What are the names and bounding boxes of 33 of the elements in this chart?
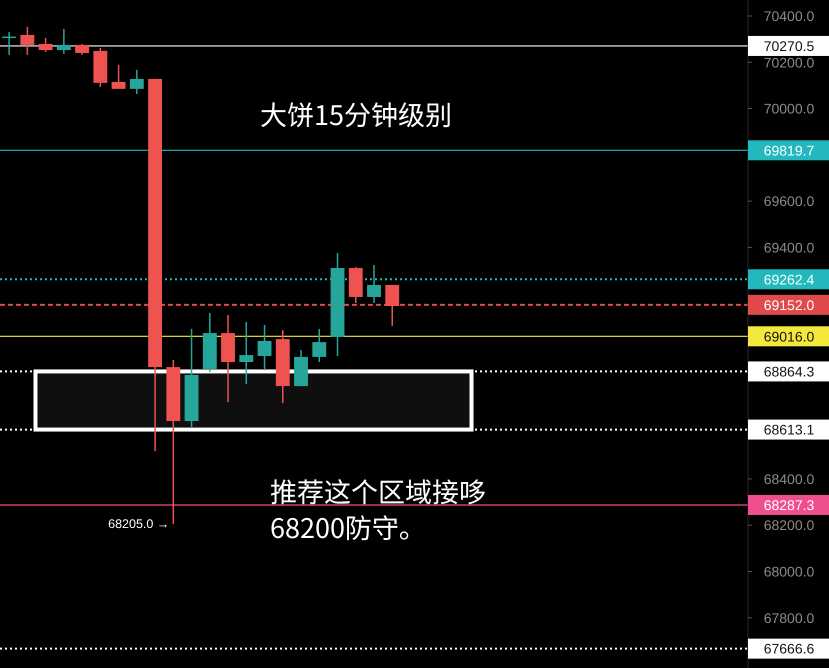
y-tick-label: 68400.0 — [764, 470, 815, 487]
ref-line-label: 69819.7 — [764, 142, 815, 158]
y-tick-label: 69400.0 — [764, 239, 815, 256]
candlestick — [385, 284, 400, 327]
candlestick — [38, 37, 53, 53]
y-tick-label: 69600.0 — [764, 193, 815, 210]
annotation: 68205.0 → — [108, 517, 170, 532]
y-tick-label: 70400.0 — [764, 8, 815, 24]
candlestick — [258, 324, 272, 371]
ref-line-label: 70270.5 — [764, 38, 815, 54]
candlestick — [20, 26, 34, 56]
y-tick-label: 67800.0 — [764, 610, 815, 626]
y-tick-label: 70000.0 — [764, 100, 815, 117]
candlestick — [56, 28, 71, 55]
y-tick-label: 68200.0 — [764, 517, 815, 534]
text: 大饼15分钟级别 — [260, 94, 452, 133]
candlestick — [312, 328, 326, 363]
annotation: 推荐这个区域接哆 68200防守。 — [270, 471, 486, 546]
candlestick — [367, 264, 381, 304]
ref-line-label: 69262.4 — [764, 271, 815, 288]
y-tick-label: 68000.0 — [764, 563, 815, 580]
candlestick — [112, 64, 126, 90]
candlestick — [2, 31, 16, 56]
ref-line-label: 68287.3 — [764, 496, 815, 513]
ref-line-label: 68613.1 — [764, 422, 815, 438]
ref-line-label: 69152.0 — [764, 296, 815, 313]
ref-line-label: 68864.3 — [764, 363, 815, 380]
candlestick — [130, 69, 144, 95]
candlestick — [239, 321, 254, 385]
ref-line-label: 67666.6 — [764, 640, 815, 657]
ref-line-label: 69016.0 — [764, 328, 815, 344]
y-tick-label: 70200.0 — [764, 54, 815, 70]
candlestick — [75, 43, 90, 56]
